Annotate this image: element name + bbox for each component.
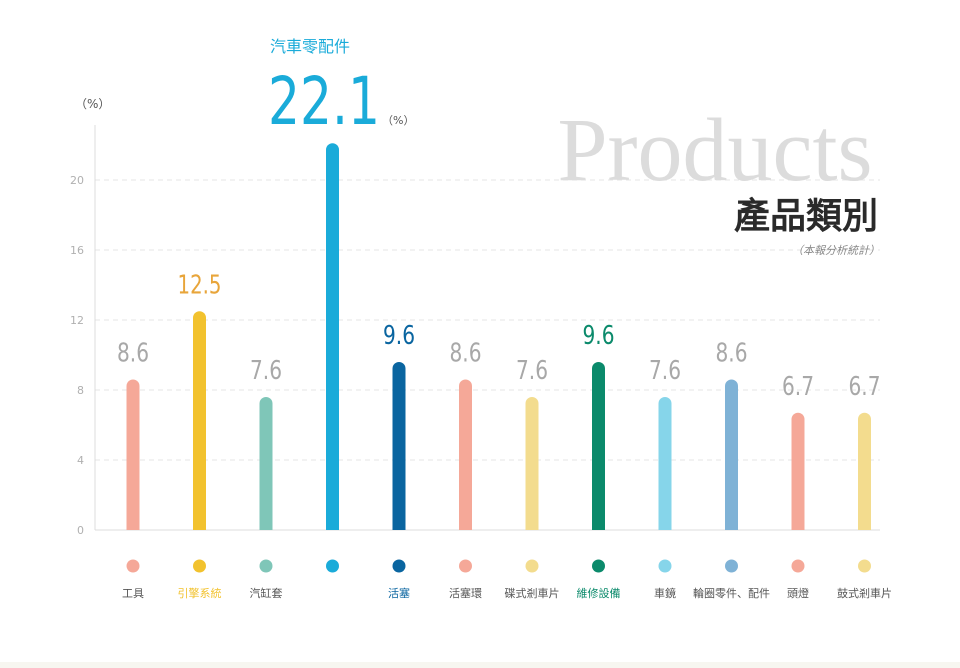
category-labels: 工具 引擎系統 汽缸套 活塞 活塞環 碟式剎車片 維修設備 車鏡 輪圈零件、配件 頭燈 鼓式剎車片	[122, 586, 892, 600]
category-dot	[725, 559, 738, 573]
value-labels: 8.6 12.5 7.6 9.6 8.6 7.6 9.6 7.6 8.6 6.7 6.7	[117, 270, 881, 402]
y-tick-label: 20	[70, 174, 84, 187]
y-axis-unit-label: （%）	[75, 97, 110, 111]
value-label: 9.6	[383, 321, 415, 351]
bar	[259, 397, 273, 530]
category-dot	[259, 559, 273, 573]
highlight-category-name: 汽車零配件	[270, 37, 350, 56]
highlight-value: 22.1	[268, 63, 380, 140]
gridlines: 0 4 8 12 16 20	[70, 174, 880, 537]
value-label: 7.6	[516, 356, 548, 386]
bar	[326, 143, 339, 530]
chart-subtitle: （本報分析統計）	[792, 244, 880, 257]
category-label: 輪圈零件、配件	[693, 586, 770, 600]
value-label: 12.5	[178, 270, 222, 300]
bar	[525, 397, 539, 530]
bottom-strip	[0, 662, 960, 668]
highlight-unit: （%）	[382, 114, 414, 127]
category-dot	[392, 559, 406, 573]
value-label: 8.6	[117, 339, 149, 369]
value-label: 9.6	[583, 321, 615, 351]
chart-title: 產品類別	[734, 195, 878, 237]
category-dot	[126, 559, 140, 573]
bar	[392, 362, 406, 530]
value-label: 8.6	[450, 339, 482, 369]
value-label: 7.6	[250, 356, 282, 386]
category-label: 活塞	[388, 586, 410, 600]
category-label: 鼓式剎車片	[837, 586, 892, 600]
category-dot	[791, 559, 805, 573]
bar	[858, 412, 871, 530]
category-dot	[193, 559, 206, 573]
y-tick-label: 12	[70, 314, 84, 327]
category-dot	[525, 559, 539, 573]
bar	[592, 362, 605, 530]
category-label: 引擎系統	[178, 586, 222, 600]
value-label: 6.7	[782, 372, 814, 402]
bars	[126, 143, 871, 530]
value-label: 8.6	[716, 339, 748, 369]
chart-title-english: Products	[558, 101, 873, 200]
category-dot	[592, 559, 605, 573]
bar	[791, 412, 805, 530]
y-tick-label: 0	[77, 524, 84, 537]
value-label: 7.6	[649, 356, 681, 386]
category-dot	[858, 559, 871, 573]
category-label: 車鏡	[654, 586, 676, 600]
value-label: 6.7	[849, 372, 881, 402]
y-tick-label: 4	[77, 454, 84, 467]
category-dot	[326, 559, 339, 573]
category-label: 汽缸套	[250, 586, 283, 600]
category-label: 工具	[122, 587, 144, 600]
bar	[193, 311, 206, 530]
bar	[126, 379, 140, 530]
category-label: 活塞環	[449, 586, 482, 600]
category-dot	[459, 559, 472, 573]
legend-dots	[126, 559, 871, 573]
bar	[459, 379, 472, 530]
y-tick-label: 8	[77, 384, 84, 397]
y-axis: （%）	[75, 97, 880, 531]
category-label: 頭燈	[787, 586, 809, 600]
y-tick-label: 16	[70, 244, 84, 257]
bar	[658, 397, 672, 530]
bar	[725, 379, 738, 530]
category-dot	[658, 559, 672, 573]
category-label: 碟式剎車片	[505, 586, 560, 600]
category-label: 維修設備	[577, 586, 621, 600]
